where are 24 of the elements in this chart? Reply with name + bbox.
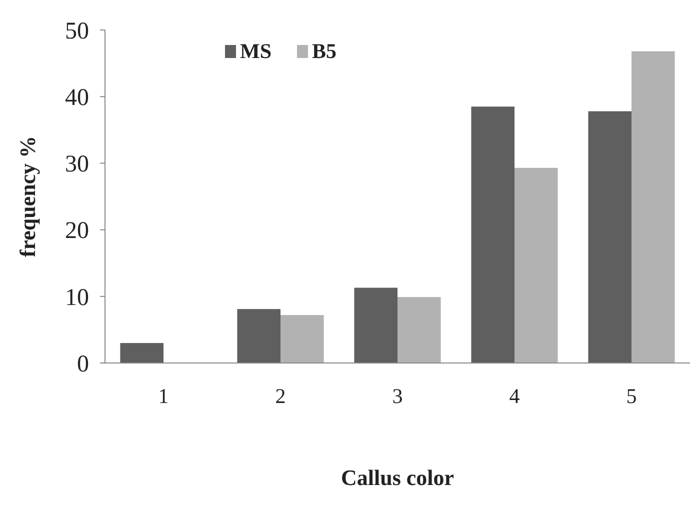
y-tick-label: 10: [65, 284, 89, 311]
x-tick-label: 3: [392, 384, 403, 408]
y-tick-label: 40: [65, 85, 89, 111]
bar: [514, 168, 558, 363]
legend-label: MS: [240, 39, 272, 63]
x-tick-label: 5: [626, 384, 637, 408]
x-axis-title: Callus color: [340, 465, 454, 490]
x-tick-label: 4: [509, 384, 520, 408]
y-axis-title: frequency %: [15, 136, 40, 258]
y-tick-label: 20: [65, 218, 89, 244]
x-tick-label: 2: [275, 384, 286, 408]
x-tick-label: 1: [158, 384, 169, 408]
bar: [632, 51, 675, 363]
legend-label: B5: [312, 39, 337, 63]
bar: [471, 106, 514, 363]
y-tick-label: 30: [65, 152, 89, 178]
y-tick-label: 50: [65, 18, 89, 44]
bar: [280, 315, 324, 363]
bar: [237, 309, 280, 363]
bar: [398, 297, 441, 363]
bar: [120, 343, 164, 363]
bar: [354, 288, 398, 363]
y-tick-label: 0: [77, 351, 89, 378]
bar: [588, 111, 632, 363]
